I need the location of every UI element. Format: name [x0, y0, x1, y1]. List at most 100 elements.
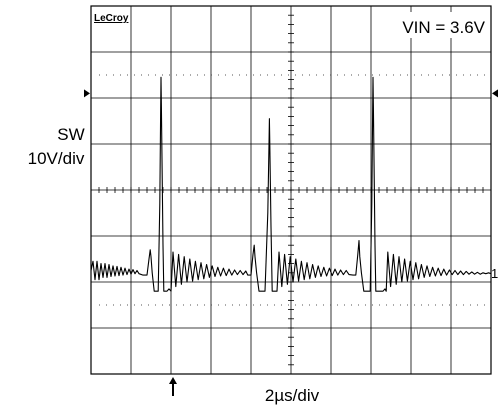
graticule-dot [295, 304, 296, 306]
graticule-dot [295, 74, 296, 76]
graticule-dot [120, 304, 121, 306]
ylabel-signal: SW [57, 125, 84, 144]
graticule-dot [344, 304, 345, 306]
graticule-dot [239, 74, 240, 76]
graticule-dot [393, 74, 394, 76]
graticule-dot [274, 74, 275, 76]
graticule-dot [267, 304, 268, 306]
graticule-dot [141, 74, 142, 76]
graticule-dot [204, 74, 205, 76]
graticule-dot [246, 74, 247, 76]
graticule-dot [281, 74, 282, 76]
graticule-dot [183, 74, 184, 76]
graticule-dot [134, 74, 135, 76]
graticule-dot [253, 304, 254, 306]
graticule-dot [365, 74, 366, 76]
graticule-dot [428, 74, 429, 76]
graticule-dot [204, 304, 205, 306]
graticule-dot [302, 74, 303, 76]
graticule-dot [407, 74, 408, 76]
graticule-dot [351, 304, 352, 306]
graticule-dot [169, 304, 170, 306]
graticule-dots [99, 74, 485, 306]
graticule-dot [470, 74, 471, 76]
center-axis-ticks [90, 5, 492, 375]
graticule-dot [386, 304, 387, 306]
graticule-dot [134, 304, 135, 306]
graticule-dot [99, 304, 100, 306]
graticule-dot [141, 304, 142, 306]
graticule-dot [442, 74, 443, 76]
graticule-dot [183, 304, 184, 306]
graticule-dot [337, 304, 338, 306]
graticule-dot [225, 74, 226, 76]
graticule-dot [477, 74, 478, 76]
graticule-dot [155, 304, 156, 306]
graticule-dot [176, 304, 177, 306]
graticule-dot [197, 304, 198, 306]
graticule-dot [211, 304, 212, 306]
graticule-dot [197, 74, 198, 76]
graticule-dot [330, 74, 331, 76]
graticule-dot [260, 74, 261, 76]
graticule-dot [470, 304, 471, 306]
graticule-dot [155, 74, 156, 76]
graticule-dot [414, 304, 415, 306]
graticule-dot [288, 74, 289, 76]
graticule-dot [218, 74, 219, 76]
graticule-dot [344, 74, 345, 76]
graticule-dot [484, 304, 485, 306]
graticule-dot [484, 74, 485, 76]
graticule-dot [148, 74, 149, 76]
vin-annotation: VIN = 3.6V [402, 18, 485, 37]
graticule-dot [379, 304, 380, 306]
graticule-dot [113, 74, 114, 76]
trigger-arrow-icon [169, 377, 177, 396]
graticule-dot [162, 304, 163, 306]
graticule-dot [225, 304, 226, 306]
graticule-dot [120, 74, 121, 76]
graticule-dot [456, 304, 457, 306]
graticule-dot [218, 304, 219, 306]
graticule-dot [169, 74, 170, 76]
graticule-dot [337, 74, 338, 76]
graticule-dot [463, 304, 464, 306]
graticule-dot [246, 304, 247, 306]
instrument-logo-box [92, 8, 130, 25]
graticule-dot [267, 74, 268, 76]
graticule-dot [190, 74, 191, 76]
graticule-dot [365, 304, 366, 306]
graticule-dot [148, 304, 149, 306]
graticule-dot [302, 304, 303, 306]
graticule-dot [428, 304, 429, 306]
channel-marker: 1 [491, 266, 498, 281]
graticule-dot [323, 304, 324, 306]
graticule-dot [351, 74, 352, 76]
graticule-dot [309, 304, 310, 306]
graticule-dot [414, 74, 415, 76]
graticule-dot [393, 304, 394, 306]
graticule-dot [211, 74, 212, 76]
level-arrow-right-icon [492, 89, 498, 98]
graticule-dot [232, 74, 233, 76]
graticule-dot [372, 304, 373, 306]
graticule-dot [127, 74, 128, 76]
xlabel-timebase: 2µs/div [265, 386, 320, 405]
graticule-dot [449, 74, 450, 76]
graticule-dot [421, 74, 422, 76]
graticule-dot [309, 74, 310, 76]
graticule-dot [323, 74, 324, 76]
graticule-dot [386, 74, 387, 76]
graticule-dot [358, 74, 359, 76]
graticule-dot [316, 304, 317, 306]
graticule-dot [260, 304, 261, 306]
graticule-dot [463, 74, 464, 76]
graticule-dot [253, 74, 254, 76]
graticule-dot [358, 304, 359, 306]
graticule-dot [176, 74, 177, 76]
graticule-dot [435, 304, 436, 306]
graticule-dot [127, 304, 128, 306]
graticule-dot [442, 304, 443, 306]
instrument-logo: LeCroy [94, 13, 129, 24]
